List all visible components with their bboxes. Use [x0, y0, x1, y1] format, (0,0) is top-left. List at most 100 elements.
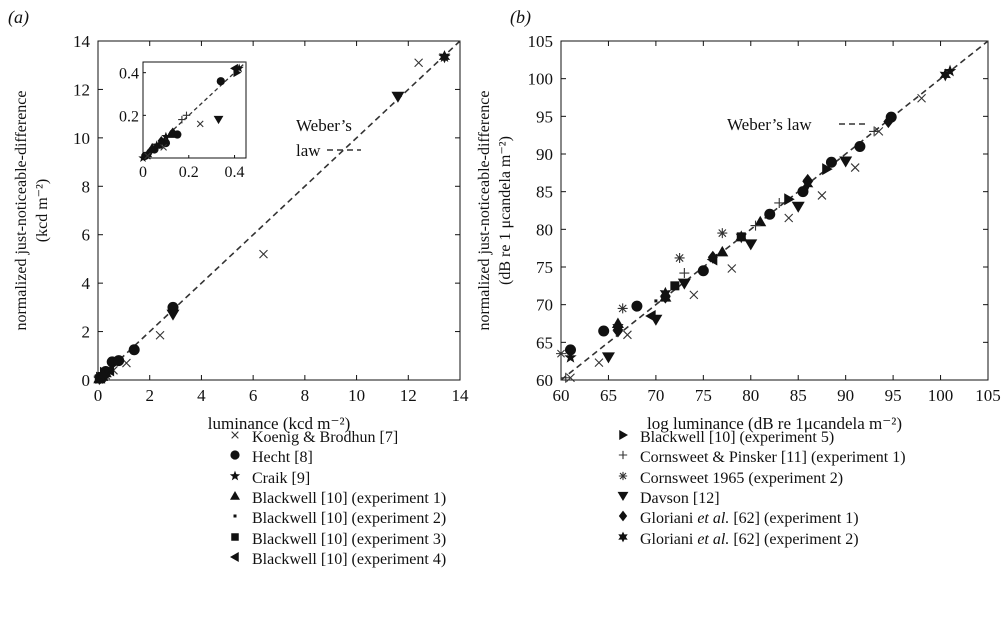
data-point	[825, 156, 837, 168]
data-point	[744, 239, 758, 251]
data-point	[716, 245, 729, 257]
inset-data-point	[230, 63, 238, 73]
legend-item: Gloriani et al. [62] (experiment 2)	[614, 529, 906, 549]
legend-left: Koenig & Brodhun [7] Hecht [8] Craik [9] Bl…	[226, 428, 446, 570]
legend-label-text: Craik [9]	[252, 469, 311, 487]
data-point	[869, 126, 880, 137]
square-marker-icon	[226, 529, 244, 551]
y-tick-label: 90	[536, 145, 553, 164]
triangle-left-marker-icon	[226, 549, 244, 571]
x-tick-label: 12	[400, 386, 417, 405]
legend-marker	[233, 514, 237, 518]
legend-item: Hecht [8]	[226, 448, 446, 468]
data-point	[649, 314, 663, 326]
data-point	[854, 140, 866, 152]
data-point	[764, 208, 776, 220]
legend-label: Craik [9]	[252, 469, 310, 489]
panel-label: (a)	[8, 7, 29, 28]
weber-law-annotation: Weber’s law	[727, 115, 812, 134]
data-point	[612, 320, 624, 334]
legend-item: Cornsweet & Pinsker [11] (experiment 1)	[614, 448, 906, 468]
data-point	[670, 281, 680, 291]
legend-label: Blackwell [10] (experiment 4)	[252, 550, 446, 570]
x-tick-label: 2	[145, 386, 154, 405]
data-point	[93, 372, 105, 386]
star-marker-icon	[226, 468, 244, 490]
data-point	[754, 215, 767, 227]
legend-label: Cornsweet & Pinsker [11] (experiment 1)	[640, 448, 906, 468]
data-point	[659, 286, 672, 300]
inset-data-point	[160, 143, 167, 151]
data-point	[97, 368, 109, 382]
data-point	[774, 197, 785, 208]
y-tick-label: 8	[82, 177, 91, 196]
data-point	[784, 193, 795, 206]
panel-label: (b)	[510, 7, 531, 28]
data-point	[155, 330, 165, 340]
x-tick-label: 95	[885, 386, 902, 405]
plot-frame	[97, 40, 461, 381]
x-tick-label: 75	[695, 386, 712, 405]
data-point	[817, 191, 827, 200]
inset-data-point	[196, 120, 204, 128]
legend-label: Cornsweet 1965 (experiment 2)	[640, 469, 843, 489]
legend-item: Cornsweet 1965 (experiment 2)	[614, 469, 906, 489]
legend-label-text: Koenig & Brodhun [7]	[252, 429, 399, 447]
legend-label: Gloriani et al. [62] (experiment 2)	[640, 530, 859, 550]
data-point	[939, 68, 951, 82]
data-point	[674, 252, 685, 263]
y-tick-label: 70	[536, 296, 553, 315]
data-point	[623, 330, 632, 340]
x-tick-label: 100	[928, 386, 954, 405]
dot-marker-icon	[226, 508, 244, 530]
legend-right: Blackwell [10] (experiment 5) Cornsweet &…	[614, 428, 906, 550]
x-tick-label: 4	[197, 386, 206, 405]
y-tick-label: 10	[73, 129, 90, 148]
legend-marker	[230, 450, 240, 461]
diamond-marker-icon	[614, 508, 632, 530]
y-tick-label: 2	[82, 323, 91, 342]
legend-item: Davson [12]	[614, 489, 906, 509]
y-tick-label: 60	[536, 371, 553, 390]
data-point	[791, 201, 805, 213]
data-point	[556, 348, 566, 359]
legend-label-text: Cornsweet & Pinsker [11] (experiment 1)	[640, 449, 906, 467]
inset-y-tick-label: 0.2	[119, 108, 139, 125]
data-point	[727, 264, 737, 273]
triangle-up-marker-icon	[226, 488, 244, 510]
x-tick-label: 80	[742, 386, 759, 405]
legend-label-text: Gloriani	[640, 510, 698, 528]
legend-marker	[231, 532, 239, 541]
data-point	[654, 299, 658, 303]
inset-x-tick-label: 0	[139, 164, 147, 181]
inset-data-point	[161, 131, 171, 141]
legend-label-text: Davson [12]	[640, 490, 720, 508]
x-tick-label: 8	[301, 386, 310, 405]
legend-marker	[619, 430, 628, 441]
data-point	[697, 265, 709, 277]
legend-marker	[618, 510, 628, 522]
y-axis-label-units: (dB re 1 μcandela m⁻²)	[497, 136, 514, 285]
data-point	[917, 93, 926, 103]
x-tick-label: 14	[452, 386, 470, 405]
weber-law-annotation: law	[296, 141, 321, 160]
legend-label-text: Blackwell [10] (experiment 1)	[252, 490, 447, 508]
inset-plot: 0 0.2 0.2 0.4 0.4	[119, 61, 247, 181]
data-point	[850, 163, 860, 172]
data-point	[438, 50, 451, 64]
inset-data-point	[144, 152, 151, 160]
inset-data-point	[152, 140, 162, 150]
legend-item: Blackwell [10] (experiment 3)	[226, 529, 446, 549]
weber-law-line	[560, 40, 989, 381]
legend-label: Blackwell [10] (experiment 1)	[252, 489, 446, 509]
legend-label: Davson [12]	[640, 489, 720, 509]
y-tick-label: 85	[536, 183, 553, 202]
data-point	[631, 300, 643, 312]
data-point	[883, 115, 894, 129]
data-point	[113, 355, 125, 367]
data-point	[689, 290, 699, 300]
x-tick-label: 70	[647, 386, 664, 405]
inset-data-point	[178, 115, 186, 124]
